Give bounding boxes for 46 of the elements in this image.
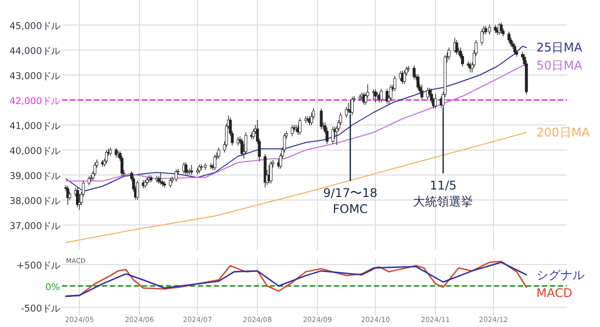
candlestick [513,43,516,56]
annotation: 11/5 大統領選挙 [413,178,474,208]
candlestick [403,70,406,84]
candlestick [168,178,172,188]
candlestick [448,47,450,60]
candlestick [88,176,91,186]
candlestick [213,154,216,171]
candlestick [90,174,92,182]
y-tick-label: -500ドル [20,303,60,314]
candlestick [500,22,503,34]
candlestick [344,106,348,118]
candlestick [434,93,437,109]
series-label: 50日MA [536,58,583,72]
candlestick [174,168,178,182]
candlestick [380,88,383,103]
y-tick-label: 39,000ドル [9,171,60,182]
y-tick-label: 44,000ドル [9,46,60,57]
candlestick [508,31,510,43]
candlestick [244,132,248,155]
series-label: 200日MA [536,126,591,140]
candlestick [93,162,96,176]
annotation: 9/17〜18 FOMC [323,115,378,216]
y-tick-label: 45,000ドル [9,21,60,32]
series-label: シグナル [536,268,584,282]
y-tick-label: 37,000ドル [9,221,60,232]
candlestick [120,155,124,176]
candlestick [310,112,314,126]
y-tick-label: 0% [45,282,60,293]
annotation: 9/17〜18 FOMC [323,186,378,216]
y-tick-label: 38,000ドル [9,196,60,207]
candlestick [136,180,139,200]
candlestick [480,28,484,46]
candlestick [270,160,272,184]
candlestick [331,126,334,144]
series-label: 25日MA [536,40,583,54]
y-tick-label: 43,000ドル [9,71,60,82]
annotation: 11/5 大統領選挙 [413,108,474,208]
candlestick [488,24,492,35]
candlestick [298,118,302,136]
series-label: MACD [536,286,572,300]
candlestick [105,150,108,164]
y-tick-label: 42,000ドル [9,96,60,107]
y-tick-label: 41,000ドル [9,121,60,132]
y-tick-label: 40,000ドル [9,146,60,157]
candlestick [240,138,244,157]
y-tick-label: +500ドル [16,260,60,272]
